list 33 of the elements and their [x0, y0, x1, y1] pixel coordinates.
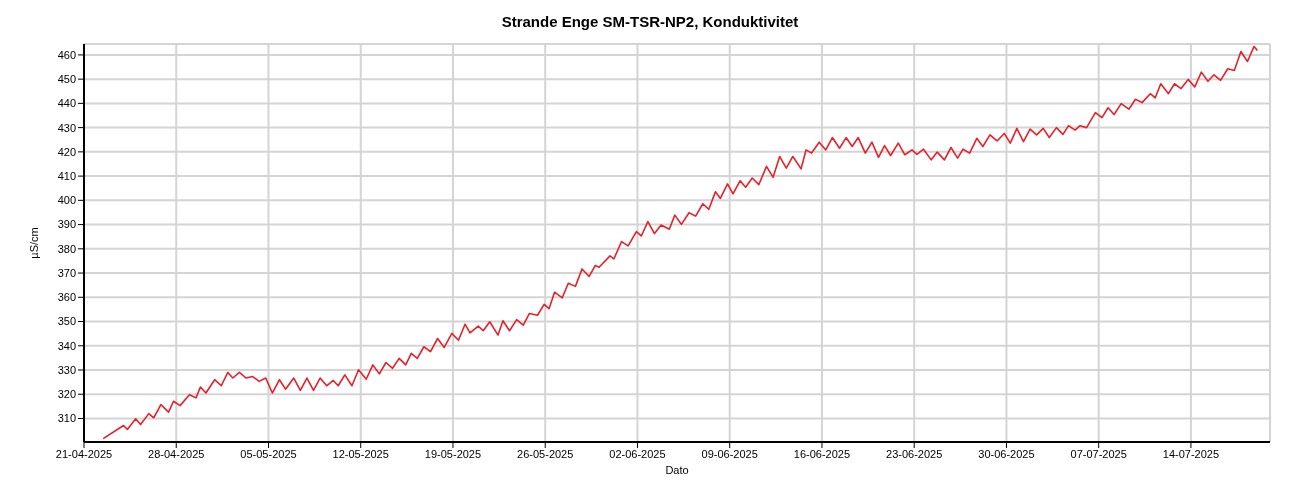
y-tick-label: 420 — [57, 145, 76, 158]
x-tick-label: 05-05-2025 — [240, 447, 297, 460]
x-tick-label: 02-06-2025 — [609, 447, 666, 460]
y-tick-label: 410 — [57, 170, 76, 183]
y-tick-label: 330 — [57, 363, 76, 376]
y-tick-label: 360 — [57, 291, 76, 304]
y-tick-label: 340 — [57, 339, 76, 352]
y-tick-label: 430 — [57, 121, 76, 134]
line-series — [102, 45, 1259, 440]
y-tick-label: 450 — [57, 73, 76, 86]
x-tick-label: 14-07-2025 — [1162, 447, 1220, 460]
x-tick-label: 28-04-2025 — [148, 447, 205, 460]
y-tick-label: 380 — [57, 242, 76, 255]
y-tick-label: 460 — [57, 48, 76, 61]
x-tick-label: 23-06-2025 — [886, 447, 943, 460]
y-tick-label: 440 — [57, 97, 76, 110]
x-tick-label: 30-06-2025 — [978, 447, 1035, 460]
y-tick-label: 370 — [57, 266, 76, 279]
y-tick-label: 390 — [57, 218, 76, 231]
y-tick-label: 320 — [57, 388, 76, 401]
y-axis-title: µS/cm — [27, 227, 40, 259]
x-tick-label: 26-05-2025 — [517, 447, 574, 460]
y-tick-label: 400 — [57, 194, 76, 207]
x-tick-label: 19-05-2025 — [424, 447, 482, 460]
chart-title: Strande Enge SM-TSR-NP2, Konduktivitet — [500, 12, 800, 32]
x-axis-title: Dato — [665, 464, 689, 476]
x-tick-label: 16-06-2025 — [793, 447, 851, 460]
y-tick-label: 350 — [57, 315, 76, 328]
x-tick-label: 09-06-2025 — [701, 447, 758, 460]
x-tick-label: 21-04-2025 — [55, 447, 113, 460]
x-tick-label: 07-07-2025 — [1070, 447, 1127, 460]
x-tick-label: 12-05-2025 — [332, 447, 389, 460]
y-tick-label: 310 — [57, 412, 76, 425]
